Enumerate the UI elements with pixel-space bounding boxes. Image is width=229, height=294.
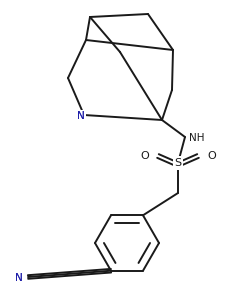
Text: N: N — [77, 111, 85, 121]
Text: S: S — [174, 158, 182, 168]
Text: NH: NH — [189, 133, 204, 143]
Text: N: N — [77, 111, 85, 121]
Text: O: O — [207, 151, 216, 161]
Text: O: O — [140, 151, 149, 161]
Text: N: N — [15, 273, 23, 283]
Text: N: N — [15, 273, 23, 283]
Text: N: N — [77, 111, 85, 121]
